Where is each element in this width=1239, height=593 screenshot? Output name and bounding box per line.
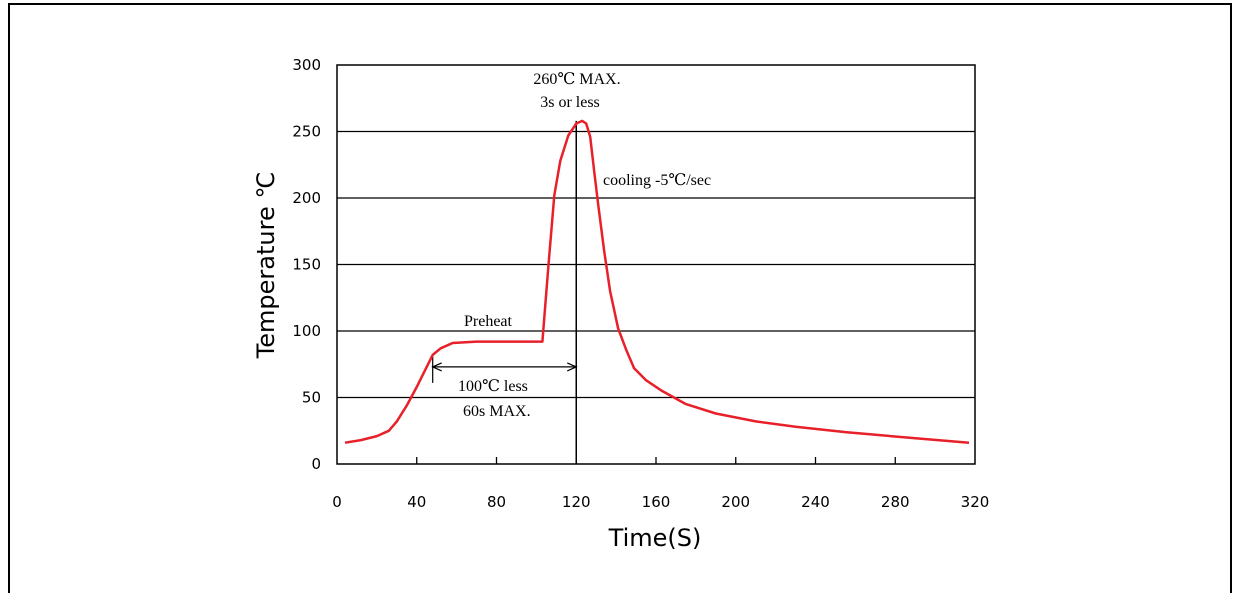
y-ticks: 0 50 100 150 200 250 300 <box>292 56 321 473</box>
cooling-annotation: cooling -5℃/sec <box>603 172 711 189</box>
span-annotation-line1: 100℃ less <box>458 378 528 395</box>
x-tick-label: 40 <box>407 493 426 511</box>
y-tick-label: 150 <box>292 256 321 274</box>
x-tick-label: 80 <box>487 493 506 511</box>
y-tick-label: 250 <box>292 123 321 141</box>
y-tick-label: 0 <box>311 455 321 473</box>
x-ticks: 0 40 80 120 160 200 240 280 320 <box>332 457 989 511</box>
y-tick-label: 200 <box>292 189 321 207</box>
x-axis-title: Time(S) <box>608 524 702 552</box>
span-arrow <box>431 354 578 383</box>
y-tick-label: 50 <box>302 389 321 407</box>
x-tick-label: 160 <box>642 493 671 511</box>
x-tick-label: 200 <box>721 493 750 511</box>
y-tick-label: 300 <box>292 56 321 74</box>
grid-lines <box>337 130 975 399</box>
peak-annotation-line2: 3s or less <box>540 94 600 111</box>
chart-frame <box>8 3 1232 593</box>
span-arrow-left-head <box>431 362 442 372</box>
x-tick-label: 120 <box>562 493 591 511</box>
peak-annotation-line1: 260℃ MAX. <box>533 71 620 88</box>
y-axis-title: Temperature ℃ <box>252 172 280 360</box>
preheat-annotation: Preheat <box>464 313 513 330</box>
span-arrow-right-head <box>567 362 578 372</box>
x-tick-label: 280 <box>881 493 910 511</box>
series-temperature-line <box>344 119 970 444</box>
span-annotation-line2: 60s MAX. <box>463 403 531 420</box>
x-tick-label: 240 <box>801 493 830 511</box>
y-tick-label: 100 <box>292 322 321 340</box>
x-tick-label: 0 <box>332 493 342 511</box>
x-tick-label: 320 <box>961 493 990 511</box>
